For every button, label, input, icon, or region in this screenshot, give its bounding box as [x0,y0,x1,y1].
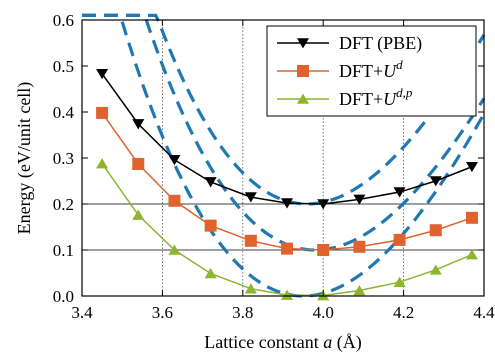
legend-entry: DFT+Ud,p [277,85,413,109]
legend-marker [297,65,309,77]
data-point [204,219,217,232]
x-tick-label: 4.2 [393,303,414,322]
data-point [353,285,366,296]
y-tick-label: 0.3 [53,149,74,168]
data-series [96,69,478,301]
data-point [204,268,217,279]
data-point [353,194,366,205]
x-axis-label-suffix: (Å) [332,332,362,353]
x-tick-label: 4.4 [473,303,495,322]
data-point [465,211,478,224]
data-point [465,249,478,260]
x-tick-label: 3.4 [71,303,93,322]
data-point [281,289,294,300]
data-point [393,187,406,198]
legend: DFT (PBE) DFT+Ud DFT+Ud,p [266,25,477,117]
data-point [465,161,478,173]
x-axis-label-prefix: Lattice constant [204,332,323,352]
data-point [204,177,217,188]
data-point [393,276,406,287]
fit-curve-1 [82,13,486,206]
legend-entry: DFT+Ud [277,57,403,81]
x-axis-label-var: a [323,332,332,352]
data-point [132,119,145,130]
data-point [429,264,442,275]
fit-curve-3 [82,13,486,298]
data-point [168,155,181,166]
data-point [281,242,294,255]
data-point [168,244,181,255]
data-point [353,240,366,253]
legend-marker [297,93,309,104]
data-point [281,198,294,209]
axis-ticks: 3.4 3.6 3.8 4.0 4.2 4.4 0.0 0.1 0.2 0.3 0.4 0.5 0.6 [53,11,495,322]
data-point [96,158,109,169]
y-axis-label: Energy (eV/unit cell) [14,82,35,235]
legend-marker [297,38,309,49]
x-tick-label: 3.6 [152,303,173,322]
data-point [132,157,145,170]
series-3 [96,158,478,301]
data-point [429,176,442,187]
x-axis-label: Lattice constant a (Å) [204,332,361,353]
y-tick-label: 0.2 [53,195,74,214]
data-point [429,224,442,237]
data-point [244,192,257,203]
data-point [317,244,330,256]
y-tick-label: 0.4 [53,103,75,122]
y-tick-label: 0.0 [53,287,74,306]
data-point [96,106,109,119]
data-point [244,234,257,247]
y-tick-label: 0.1 [53,241,74,260]
data-point [244,283,257,294]
data-point [96,69,109,80]
legend-label: DFT+Ud [339,57,403,81]
x-tick-label: 4.0 [313,303,334,322]
series-1 [96,69,478,210]
data-point [393,233,406,246]
data-point [317,199,330,210]
legend-label: DFT+Ud,p [339,85,413,109]
data-point [168,194,181,207]
legend-entry: DFT (PBE) [277,33,422,54]
y-tick-label: 0.6 [53,11,74,30]
series-2 [96,106,478,256]
x-tick-label: 3.8 [232,303,253,322]
data-point [132,209,145,220]
y-tick-label: 0.5 [53,57,74,76]
legend-label: DFT (PBE) [339,33,422,54]
